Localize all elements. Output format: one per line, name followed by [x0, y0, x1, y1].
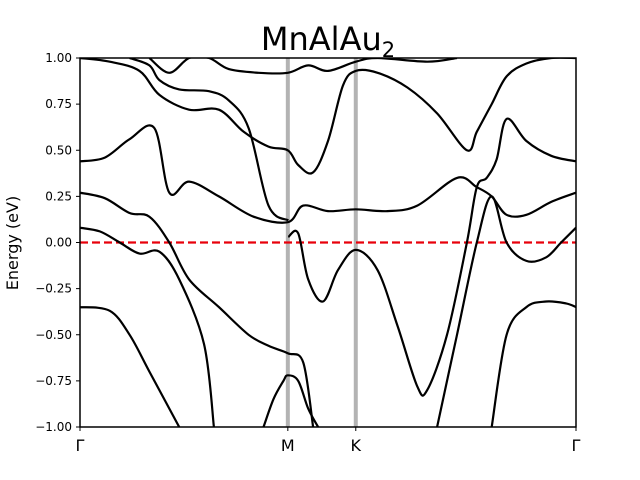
- band-10: [129, 58, 289, 222]
- band-1: [80, 306, 181, 427]
- band-11: [148, 58, 458, 75]
- band-6: [490, 300, 576, 427]
- y-tick-label: −0.75: [35, 374, 72, 388]
- band-2: [80, 226, 215, 427]
- kpoint-label-3: Γ: [572, 436, 581, 455]
- y-tick-label: −0.50: [35, 328, 72, 342]
- chart-title: MnAlAu2: [261, 20, 395, 62]
- band-3: [262, 374, 320, 427]
- y-tick-label: −1.00: [35, 420, 72, 434]
- y-tick-label: 0.50: [45, 143, 72, 157]
- kpoint-label-0: Γ: [76, 436, 85, 455]
- y-tick-label: 1.00: [45, 51, 72, 65]
- y-tick-label: 0.75: [45, 97, 72, 111]
- y-axis-label: Energy (eV): [3, 196, 22, 290]
- chart-title-main: MnAlAu: [261, 20, 382, 58]
- kpoint-label-2: K: [351, 436, 362, 455]
- band-7: [80, 124, 576, 224]
- y-tick-label: −0.25: [35, 282, 72, 296]
- band-4: [80, 191, 315, 427]
- band-8: [287, 117, 576, 397]
- chart-title-subscript: 2: [382, 38, 395, 62]
- y-axis-ticks: 1.00 0.75 0.50 0.25 0.00 −0.25 −0.50 −0.75 −1.00: [35, 51, 80, 434]
- y-tick-label: 0.25: [45, 189, 72, 203]
- y-tick-label: 0.00: [45, 236, 72, 250]
- band-lines: [80, 58, 576, 427]
- kpoint-label-1: M: [281, 436, 295, 455]
- band-5: [436, 195, 576, 427]
- band-9: [80, 58, 576, 175]
